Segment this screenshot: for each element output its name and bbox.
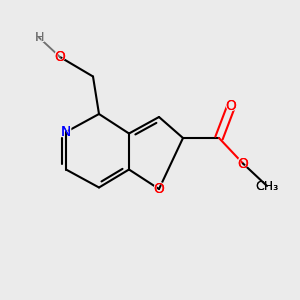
Text: CH₃: CH₃ (255, 179, 279, 193)
Text: H: H (34, 31, 44, 44)
Text: H: H (34, 31, 44, 44)
Text: O: O (224, 99, 238, 114)
Text: O: O (226, 100, 236, 113)
Text: O: O (53, 50, 67, 64)
Text: O: O (238, 157, 248, 170)
Text: O: O (236, 156, 250, 171)
Text: H: H (33, 30, 45, 45)
Text: O: O (152, 182, 166, 196)
Text: O: O (55, 50, 65, 64)
Text: O: O (55, 50, 65, 64)
Text: N: N (60, 124, 72, 140)
Text: O: O (238, 157, 248, 170)
Text: O: O (154, 182, 164, 196)
Text: CH₃: CH₃ (255, 179, 279, 193)
Text: N: N (61, 125, 71, 139)
Text: O: O (154, 182, 164, 196)
Text: O: O (226, 100, 236, 113)
Text: N: N (61, 125, 71, 139)
